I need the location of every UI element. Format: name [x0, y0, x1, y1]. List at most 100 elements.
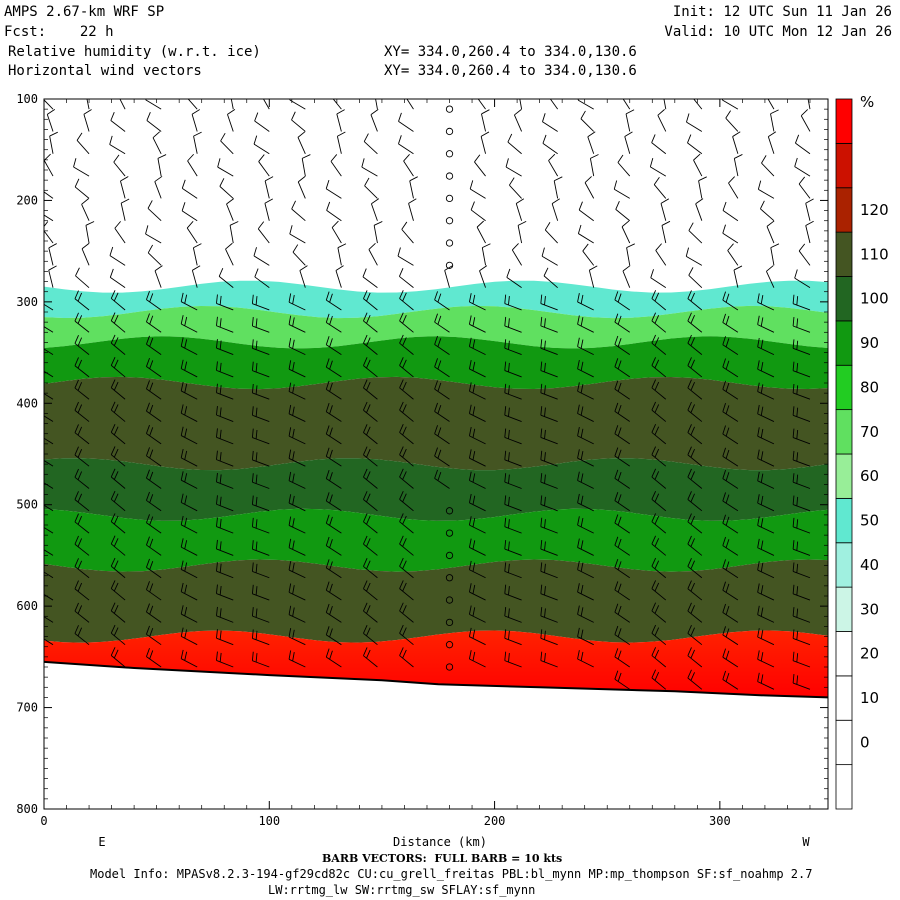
wind-barb	[325, 626, 342, 646]
wind-barb	[614, 313, 631, 333]
wind-barb	[470, 201, 486, 222]
wind-barb	[325, 514, 342, 534]
wind-barb	[542, 113, 558, 132]
wind-barb	[792, 584, 811, 601]
wind-barb	[216, 517, 234, 534]
wind-barb	[288, 538, 306, 556]
wind-barb	[722, 559, 739, 579]
wind-barb	[219, 178, 234, 199]
wind-barb	[216, 294, 234, 311]
wind-barb	[577, 493, 594, 512]
wind-barb	[251, 317, 270, 333]
wind-barb	[325, 425, 342, 445]
wind-barb	[798, 243, 811, 266]
wind-barb	[110, 401, 126, 422]
wind-barb	[504, 361, 522, 378]
wind-barb	[548, 153, 559, 177]
wind-barb	[614, 581, 631, 601]
wind-barb	[798, 176, 811, 199]
wind-barb	[398, 268, 414, 289]
xy-range-1: XY= 334.0,260.4 to 334.0,130.6	[384, 44, 637, 60]
wind-barb	[792, 562, 811, 579]
wind-barb	[154, 175, 163, 199]
wind-barb	[110, 647, 126, 668]
wind-barb	[468, 493, 486, 512]
wind-barb	[373, 221, 383, 244]
wind-barb	[722, 380, 739, 400]
wind-barb	[651, 535, 667, 556]
wind-barb	[614, 425, 631, 445]
wind-barb	[46, 109, 56, 132]
wind-barb	[74, 491, 90, 512]
wind-barb	[577, 449, 594, 467]
wind-barb	[74, 513, 90, 534]
wind-barb	[363, 602, 378, 623]
wind-barb	[325, 291, 342, 311]
wind-barb	[468, 293, 486, 311]
wind-barb	[363, 535, 378, 556]
wind-barb	[445, 261, 454, 269]
wind-barb	[180, 448, 198, 467]
wind-barb	[757, 561, 775, 579]
wind-barb	[74, 580, 90, 601]
wind-barb	[110, 334, 126, 355]
wind-barb	[434, 469, 450, 489]
colorbar-unit: %	[860, 93, 874, 111]
wind-barb	[180, 515, 198, 534]
wind-barb	[578, 201, 594, 222]
wind-barb	[792, 317, 811, 333]
model-title: AMPS 2.67-km WRF SP	[4, 4, 165, 20]
wind-barb	[226, 198, 234, 221]
wind-barb	[614, 380, 631, 400]
wind-barb	[687, 602, 703, 623]
wind-barb	[291, 111, 306, 132]
wind-barb	[399, 446, 414, 467]
wind-barb	[722, 358, 739, 378]
wind-barb	[506, 268, 522, 289]
wind-barb	[254, 112, 270, 132]
wind-barb	[399, 580, 414, 601]
wind-barb	[289, 99, 306, 110]
wind-barb	[687, 379, 703, 400]
wind-barb	[74, 602, 90, 623]
wind-barb	[186, 220, 198, 244]
wind-barb	[216, 562, 234, 579]
wind-barb	[146, 581, 162, 601]
wind-barb	[230, 99, 234, 110]
wind-barb	[792, 540, 811, 556]
wind-barb	[253, 247, 270, 266]
wind-barb	[401, 221, 414, 244]
wind-barb	[805, 198, 814, 221]
wind-barb	[326, 201, 342, 222]
colorbar-swatch	[835, 187, 853, 233]
wind-barb	[687, 535, 703, 556]
colorbar-swatch	[835, 586, 853, 632]
wind-barb	[191, 265, 201, 288]
wind-barb	[337, 243, 347, 266]
wind-barb	[434, 425, 450, 445]
colorbar-label: 60	[860, 467, 879, 485]
wind-barb	[434, 447, 450, 467]
wind-barb	[807, 99, 811, 110]
wind-barb	[577, 224, 594, 244]
wind-barb	[74, 558, 90, 579]
wind-barb	[468, 404, 486, 422]
wind-barb	[577, 627, 594, 646]
wind-barb	[614, 469, 631, 489]
colorbar-label: 80	[860, 378, 879, 396]
wind-barb	[511, 243, 522, 266]
wind-barb	[614, 603, 631, 623]
wind-barb	[577, 426, 594, 445]
wind-barb	[722, 536, 739, 556]
wind-barb	[74, 468, 90, 489]
wind-barb	[180, 493, 198, 512]
wind-barb	[434, 358, 450, 378]
forecast-hour: Fcst: 22 h	[4, 24, 114, 40]
wind-barb	[722, 492, 739, 512]
wind-barb	[44, 427, 54, 445]
wind-barb	[109, 268, 126, 289]
wind-barb	[577, 404, 594, 422]
wind-barb	[687, 558, 703, 579]
colorbar-swatch	[835, 542, 853, 588]
wind-barb	[445, 551, 454, 560]
